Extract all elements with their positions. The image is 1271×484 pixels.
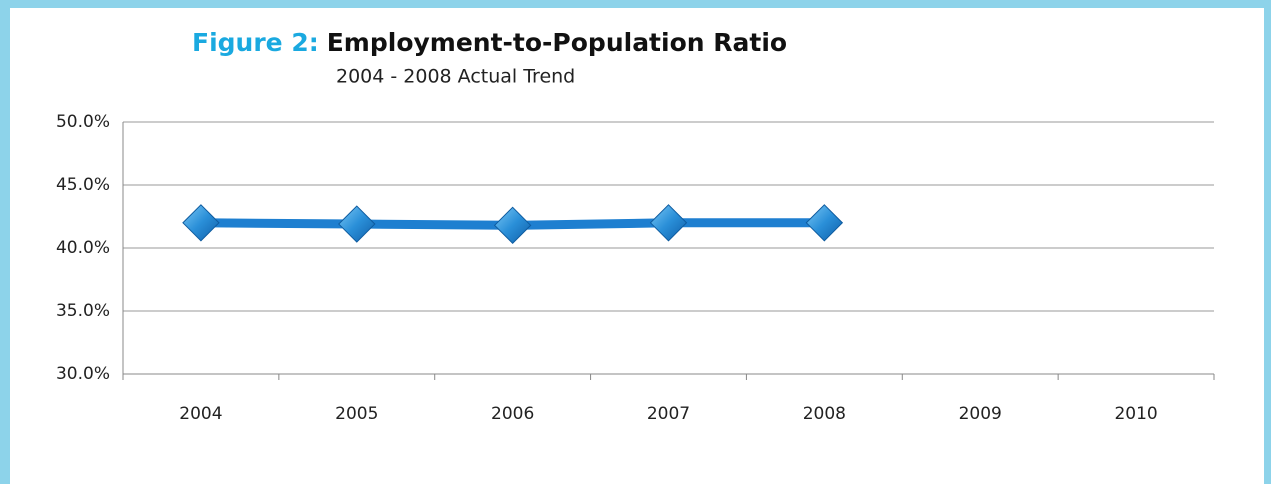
- x-tick-label: 2006: [491, 404, 534, 424]
- marker: [649, 204, 688, 242]
- marker: [493, 206, 532, 245]
- frame-right: [1264, 0, 1271, 484]
- frame-left: [0, 0, 10, 484]
- y-tick-label: 50.0%: [56, 112, 110, 132]
- x-tick-label: 2007: [647, 404, 690, 424]
- y-tick-label: 35.0%: [56, 301, 110, 321]
- y-tick-label: 30.0%: [56, 364, 110, 384]
- marker: [338, 205, 376, 243]
- x-tick-label: 2005: [335, 404, 378, 424]
- x-tick-label: 2010: [1114, 404, 1157, 424]
- chart-title: Figure 2: Employment-to-Population Ratio: [192, 28, 787, 57]
- y-tick-label: 40.0%: [56, 238, 110, 258]
- marker: [182, 204, 220, 242]
- chart-subtitle: 2004 - 2008 Actual Trend: [336, 66, 575, 88]
- marker: [805, 204, 844, 242]
- x-tick-label: 2008: [803, 404, 846, 424]
- frame-top: [0, 0, 1271, 8]
- figure-label: Figure 2:: [192, 28, 319, 57]
- y-tick-label: 45.0%: [56, 175, 110, 195]
- x-tick-label: 2009: [959, 404, 1002, 424]
- title-text: Employment-to-Population Ratio: [327, 28, 787, 57]
- x-tick-label: 2004: [179, 404, 222, 424]
